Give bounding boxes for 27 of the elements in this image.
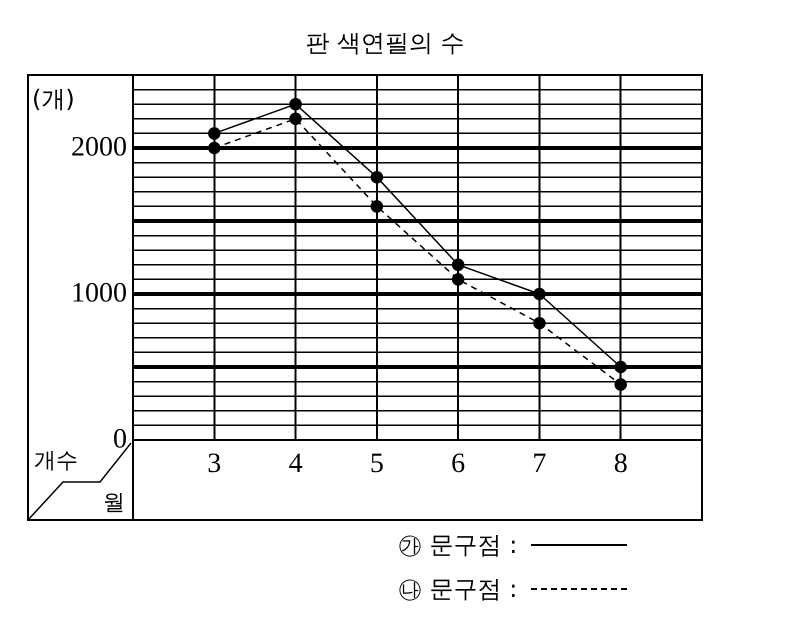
legend-label: ㉯ 문구점 : bbox=[398, 574, 518, 605]
point bbox=[289, 112, 302, 126]
text: (개) bbox=[32, 85, 75, 114]
x-tick-label: 5 bbox=[370, 448, 384, 480]
point bbox=[208, 127, 221, 140]
y-tick-label: 0 bbox=[113, 423, 127, 454]
y-axis-title: 개수 bbox=[34, 448, 78, 474]
x-tick-label: 7 bbox=[532, 448, 546, 480]
y-tick-label: 1000 bbox=[71, 277, 127, 308]
point bbox=[533, 288, 546, 300]
point bbox=[370, 170, 384, 184]
point bbox=[452, 258, 464, 272]
point bbox=[208, 142, 221, 154]
point bbox=[370, 200, 384, 213]
x-tick-label: 6 bbox=[451, 448, 466, 480]
point bbox=[614, 378, 627, 391]
x-tick-label: 3 bbox=[207, 448, 222, 480]
chart-title: 판 색연필의 수 bbox=[305, 29, 465, 58]
x-axis-title: 월 bbox=[103, 490, 125, 516]
y-tick-label: 2000 bbox=[71, 131, 127, 162]
x-tick-label: 8 bbox=[614, 448, 628, 480]
point bbox=[614, 360, 627, 374]
legend-label: ㉮ 문구점 : bbox=[398, 530, 518, 561]
point bbox=[289, 98, 302, 110]
x-tick-label: 4 bbox=[288, 448, 303, 480]
point bbox=[452, 273, 464, 286]
point bbox=[533, 316, 546, 330]
